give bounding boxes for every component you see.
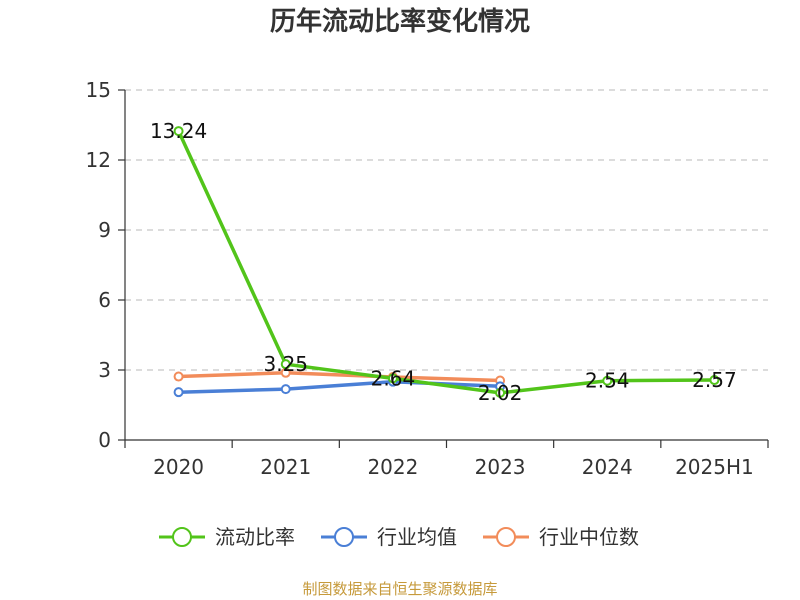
data-label: 2.02 [478,381,523,405]
legend-item: 行业中位数 [483,525,639,549]
x-tick-label: 2020 [153,455,204,479]
x-tick-label: 2023 [475,455,526,479]
legend-item: 行业均值 [321,525,457,549]
data-point [173,126,184,137]
x-tick-label: 2022 [367,455,418,479]
legend-marker [496,527,516,547]
data-point [280,384,291,395]
legend-marker [334,527,354,547]
legend: 流动比率 行业均值 行业中位数 [159,525,639,549]
data-labels: 13.24 3.25 2.64 2.02 2.54 2.57 [150,119,737,405]
data-point [280,359,291,370]
grid [125,89,768,371]
data-point [173,387,184,398]
y-tick-label: 9 [98,218,111,242]
y-tick-label: 3 [98,358,111,382]
series-line [177,130,715,395]
data-label: 2.54 [585,369,630,393]
data-point [173,371,184,382]
x-tick-label: 2024 [582,455,633,479]
data-label: 2.64 [371,366,416,390]
legend-label: 行业均值 [377,525,457,549]
y-tick-label: 6 [98,288,111,312]
data-point [709,375,720,386]
x-tick-label: 2025H1 [675,455,754,479]
data-label: 2.57 [692,368,737,392]
y-tick-label: 12 [86,148,111,172]
x-tick-label: 2021 [260,455,311,479]
legend-label: 行业中位数 [539,525,639,549]
y-tick-label: 15 [86,78,111,102]
legend-item: 流动比率 [159,525,295,549]
data-point [602,375,613,386]
legend-label: 流动比率 [215,525,295,549]
legend-marker [172,527,192,547]
data-label: 13.24 [150,119,207,143]
source-note: 制图数据来自恒生聚源数据库 [302,580,497,598]
series-line [178,371,501,383]
data-point [495,387,506,398]
data-point [387,373,398,384]
axes: 0 3 6 9 12 15 2020 2021 2022 2023 2024 2025H1 [86,78,769,479]
chart-title: 历年流动比率变化情况 [270,6,530,37]
series-layer [173,126,720,398]
data-label: 3.25 [263,352,308,376]
y-tick-label: 0 [98,428,111,452]
